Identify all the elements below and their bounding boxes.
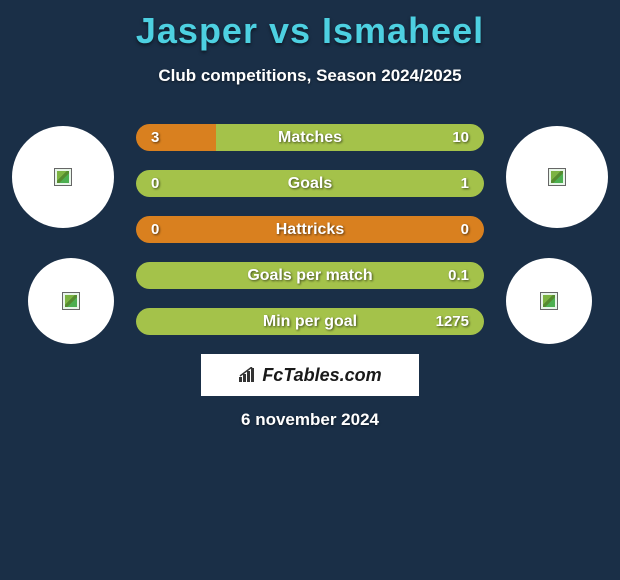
bar-label: Goals — [136, 175, 484, 193]
bar-label: Min per goal — [136, 313, 484, 331]
stat-bar: 0Goals1 — [136, 170, 484, 197]
stat-bar: Min per goal1275 — [136, 308, 484, 335]
bar-label: Hattricks — [136, 221, 484, 239]
bar-value-right: 1275 — [436, 313, 469, 330]
subtitle: Club competitions, Season 2024/2025 — [0, 66, 620, 86]
avatar-top-right — [506, 126, 608, 228]
stat-bar: 0Hattricks0 — [136, 216, 484, 243]
bar-value-right: 0.1 — [448, 267, 469, 284]
logo-box[interactable]: FcTables.com — [201, 354, 419, 396]
chart-icon — [238, 367, 258, 383]
stat-bar: 3Matches10 — [136, 124, 484, 151]
bar-value-right: 0 — [461, 221, 469, 238]
page-title: Jasper vs Ismaheel — [0, 0, 620, 52]
broken-image-icon — [62, 292, 80, 310]
bar-value-right: 1 — [461, 175, 469, 192]
bar-value-right: 10 — [452, 129, 469, 146]
bar-label: Matches — [136, 129, 484, 147]
bar-label: Goals per match — [136, 267, 484, 285]
avatar-top-left — [12, 126, 114, 228]
avatar-bottom-right — [506, 258, 592, 344]
broken-image-icon — [548, 168, 566, 186]
comparison-bars: 3Matches100Goals10Hattricks0Goals per ma… — [136, 124, 484, 354]
broken-image-icon — [54, 168, 72, 186]
broken-image-icon — [540, 292, 558, 310]
logo-text: FcTables.com — [262, 365, 381, 386]
stat-bar: Goals per match0.1 — [136, 262, 484, 289]
date-text: 6 november 2024 — [0, 410, 620, 430]
avatar-bottom-left — [28, 258, 114, 344]
